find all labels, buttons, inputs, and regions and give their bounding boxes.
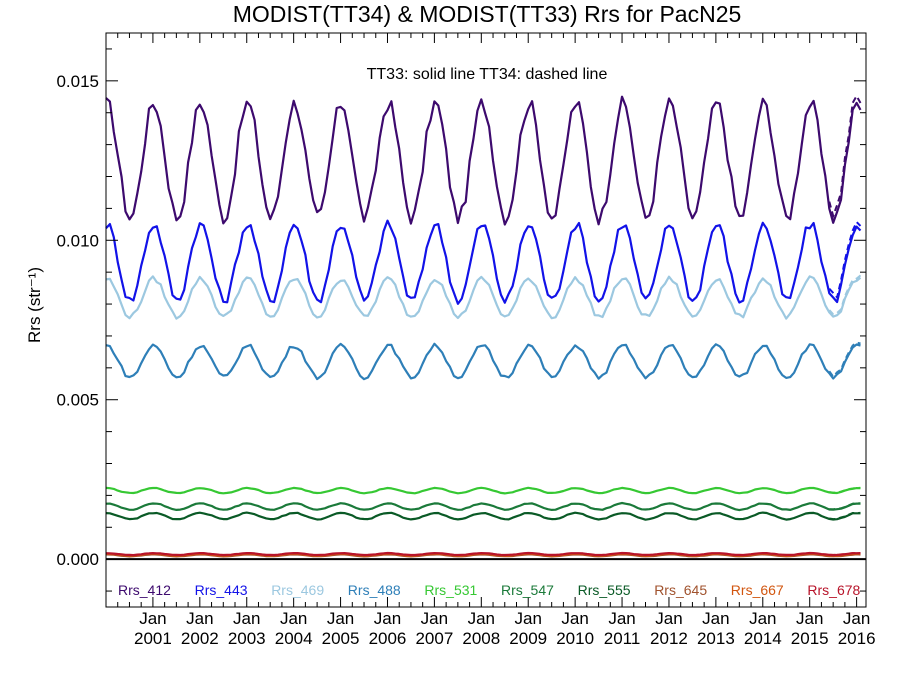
series-line-tt34-rrs_555 (829, 511, 861, 521)
legend-item-rrs_412: Rrs_412 (118, 582, 171, 598)
series-line-tt34-rrs_531 (829, 486, 861, 494)
x-tick-year: 2009 (509, 629, 547, 648)
x-tick-year: 2010 (556, 629, 594, 648)
x-tick-year: 2001 (134, 629, 172, 648)
x-tick-year: 2005 (322, 629, 360, 648)
series-line-tt33-rrs_547 (105, 501, 861, 512)
y-tick-label: 0.005 (56, 391, 99, 410)
x-tick-month: Jan (186, 609, 213, 628)
series-line-tt34-rrs_547 (829, 502, 861, 511)
x-tick-year: 2006 (369, 629, 407, 648)
x-tick-month: Jan (749, 609, 776, 628)
x-tick-month: Jan (468, 609, 495, 628)
legend-item-rrs_531: Rrs_531 (424, 582, 477, 598)
y-axis: 0.000 0.005 0.010 0.015 (56, 48, 866, 592)
x-tick-year: 2014 (744, 629, 782, 648)
x-tick-month: Jan (796, 609, 823, 628)
series-line-tt34-rrs_678 (829, 552, 861, 556)
x-tick-month: Jan (327, 609, 354, 628)
legend-item-rrs_443: Rrs_443 (195, 582, 248, 598)
series-line-tt33-rrs_488 (105, 342, 861, 381)
legend-item-rrs_678: Rrs_678 (807, 582, 860, 598)
x-tick-year: 2016 (838, 629, 876, 648)
series-line-tt34-rrs_443 (828, 220, 862, 300)
legend-item-rrs_469: Rrs_469 (271, 582, 324, 598)
legend-item-rrs_645: Rrs_645 (654, 582, 707, 598)
plot-frame (105, 32, 867, 608)
y-tick-label: 0.010 (56, 231, 99, 250)
x-tick-month: Jan (843, 609, 870, 628)
x-tick-year: 2002 (181, 629, 219, 648)
x-tick-year: 2015 (791, 629, 829, 648)
x-tick-month: Jan (702, 609, 729, 628)
legend-item-rrs_547: Rrs_547 (501, 582, 554, 598)
series-line-tt33-rrs_555 (105, 511, 861, 521)
x-tick-year: 2013 (697, 629, 735, 648)
legend-item-rrs_488: Rrs_488 (348, 582, 401, 598)
x-tick-month: Jan (655, 609, 682, 628)
legend-item-rrs_667: Rrs_667 (731, 582, 784, 598)
series-layer (105, 93, 862, 558)
x-tick-month: Jan (515, 609, 542, 628)
x-tick-year: 2003 (228, 629, 266, 648)
y-tick-label: 0.000 (56, 550, 99, 569)
x-tick-year: 2008 (462, 629, 500, 648)
series-line-tt33-rrs_469 (105, 275, 862, 320)
series-line-tt33-rrs_412 (105, 95, 862, 226)
x-axis: Jan2001Jan2002Jan2003Jan2004Jan2005Jan20… (117, 33, 876, 648)
x-tick-year: 2012 (650, 629, 688, 648)
x-tick-year: 2007 (415, 629, 453, 648)
x-tick-year: 2004 (275, 629, 313, 648)
legend-item-rrs_555: Rrs_555 (578, 582, 631, 598)
x-tick-month: Jan (280, 609, 307, 628)
x-tick-month: Jan (374, 609, 401, 628)
legend: Rrs_412 Rrs_443 Rrs_469 Rrs_488 Rrs_531 Rrs_5… (118, 582, 861, 598)
chart-annotation: TT33: solid line TT34: dashed line (367, 66, 608, 83)
series-line-tt33-rrs_531 (105, 486, 861, 495)
x-tick-month: Jan (608, 609, 635, 628)
y-tick-label: 0.015 (56, 72, 99, 91)
chart-title: MODIST(TT34) & MODIST(TT33) Rrs for PacN… (233, 1, 742, 27)
x-tick-month: Jan (233, 609, 260, 628)
series-line-tt33-rrs_678 (105, 551, 861, 557)
x-tick-month: Jan (561, 609, 588, 628)
y-axis-label: Rrs (str⁻¹) (25, 267, 44, 343)
x-tick-year: 2011 (604, 629, 641, 648)
series-line-tt34-rrs_412 (828, 93, 862, 220)
x-tick-month: Jan (139, 609, 166, 628)
x-tick-month: Jan (421, 609, 448, 628)
series-line-tt33-rrs_443 (105, 219, 862, 305)
